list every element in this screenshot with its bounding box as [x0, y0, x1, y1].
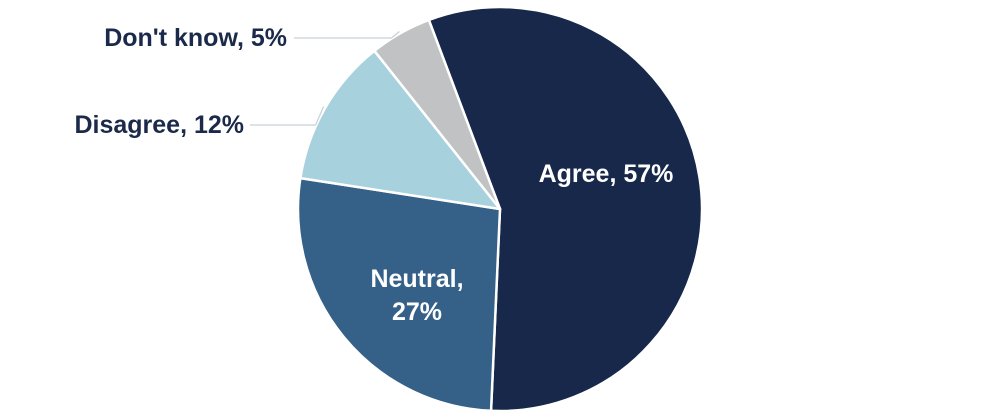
slice-disagree — [299, 49, 502, 211]
leader-line-dont-know — [294, 31, 400, 39]
label-agree: Agree, 57% — [539, 160, 674, 188]
slice-dont-know — [373, 18, 502, 211]
leader-lines — [250, 31, 400, 126]
label-disagree: Disagree, 12% — [74, 111, 244, 139]
label-neutral-line2: 27% — [392, 298, 442, 326]
slice-neutral — [296, 176, 502, 413]
pie-slices — [296, 5, 704, 413]
slice-agree — [427, 5, 704, 413]
label-dont-know: Don't know, 5% — [104, 24, 287, 52]
label-neutral-line1: Neutral, — [370, 265, 463, 293]
leader-line-disagree — [250, 106, 325, 126]
slice-labels: Agree, 57% Neutral, 27% Disagree, 12% Do… — [74, 24, 673, 326]
